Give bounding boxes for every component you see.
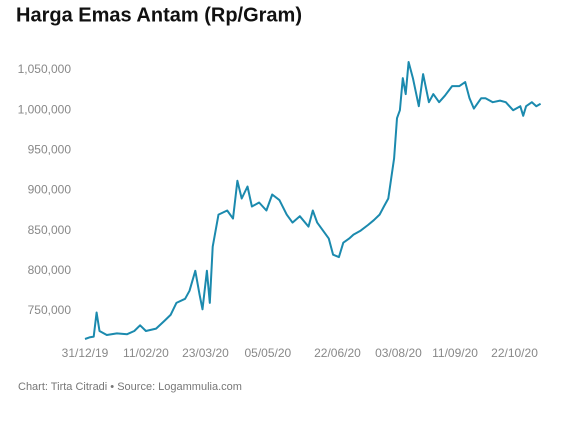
x-tick-label: 03/08/20: [375, 346, 422, 360]
y-tick-label: 750,000: [28, 303, 72, 317]
x-tick-label: 11/02/20: [123, 346, 169, 360]
x-tick-label: 22/10/20: [491, 346, 538, 360]
y-tick-label: 850,000: [28, 223, 72, 237]
y-tick-label: 1,000,000: [18, 102, 72, 116]
x-tick-label: 23/03/20: [182, 346, 229, 360]
y-tick-label: 1,050,000: [18, 62, 72, 76]
y-tick-label: 950,000: [28, 143, 72, 157]
x-tick-label: 05/05/20: [244, 346, 291, 360]
x-tick-label: 31/12/19: [62, 346, 109, 360]
chart-title: Harga Emas Antam (Rp/Gram): [16, 4, 302, 26]
line-series: [84, 61, 542, 340]
x-tick-label: 11/09/20: [432, 346, 478, 360]
x-tick-label: 22/06/20: [314, 346, 361, 360]
y-tick-label: 800,000: [28, 263, 72, 277]
y-tick-label: 900,000: [28, 183, 72, 197]
footer: Chart: Tirta Citradi • Source: Logammuli…: [18, 381, 242, 393]
